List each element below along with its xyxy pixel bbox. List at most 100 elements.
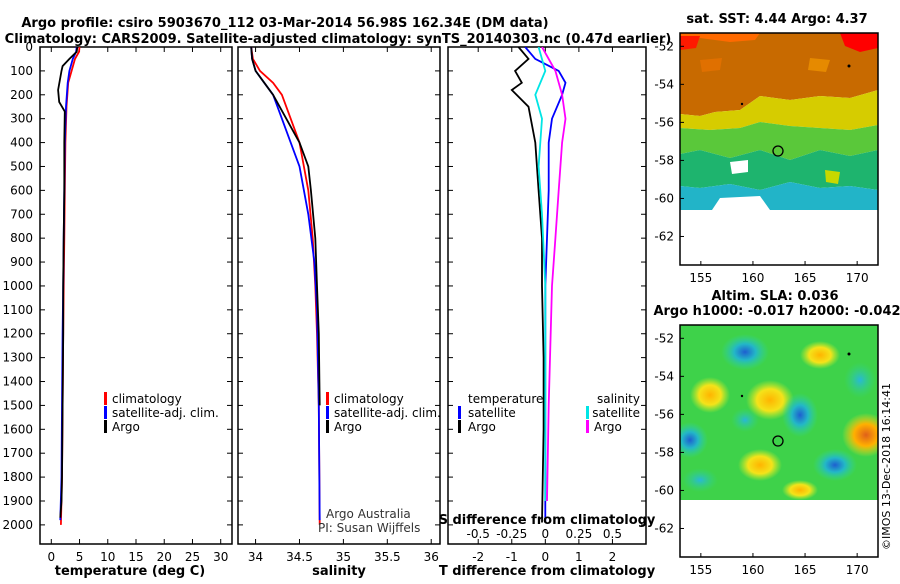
- legend-swatch-satellite: [104, 406, 107, 419]
- salinity-x-ticks: 34 34.5 35 35.5 36: [248, 47, 439, 564]
- legend-satellite: satellite-adj. clim.: [112, 406, 219, 420]
- sla-eddy: [782, 393, 818, 437]
- temperature-x-ticks: 0 5 10 15 20 25 30: [47, 47, 228, 564]
- map-lon-label: 165: [794, 563, 817, 577]
- difference-panel: -2 -1 0 1 2 temperature satellite Argo salin…: [439, 46, 656, 579]
- temperature-panel: 0100200300400500600700800900100011001200…: [2, 40, 646, 579]
- salinity-profiles: [250, 47, 321, 525]
- depth-tick-label: 1600: [2, 422, 33, 436]
- temperature-legend: climatology satellite-adj. clim. Argo: [104, 392, 219, 434]
- legend-s-satellite: satellite: [592, 406, 640, 420]
- sst-argo-marker: [772, 145, 784, 157]
- map-lat-label: -60: [654, 191, 674, 205]
- x-tick-label: 2: [609, 550, 617, 564]
- depth-tick-label: 800: [10, 231, 33, 245]
- s-difference-label: S difference from climatology: [439, 513, 656, 528]
- depth-tick-label: 1700: [2, 446, 33, 460]
- legend-argo: Argo: [112, 420, 140, 434]
- x-tick-label: 20: [157, 550, 172, 564]
- map-lon-label: 160: [741, 563, 764, 577]
- map-lat-label: -62: [654, 229, 674, 243]
- map-lat-label: -54: [654, 77, 674, 91]
- depth-tick-label: 0: [25, 40, 33, 54]
- x-tick-label: 0: [47, 550, 55, 564]
- sla-eddy: [721, 334, 769, 370]
- sla-eddy: [800, 341, 840, 369]
- legend-swatch-climatology: [104, 392, 107, 405]
- legend-swatch-t-satellite: [458, 406, 461, 419]
- profile-line-argo: [57, 47, 79, 518]
- sla-eddy: [782, 480, 818, 500]
- depth-tick-label: 600: [10, 183, 33, 197]
- map-lat-label: -58: [654, 153, 674, 167]
- legend-temperature-title: temperature: [468, 392, 543, 406]
- x-tick-label: -2: [472, 550, 484, 564]
- map-lat-label: -52: [654, 331, 674, 345]
- figure-title-line2: Climatology: CARS2009. Satellite-adjuste…: [5, 32, 672, 47]
- map-lon-label: 170: [846, 563, 869, 577]
- sla-eddy: [680, 422, 708, 458]
- legend-salinity-title: salinity: [597, 392, 640, 406]
- map-lon-label: 155: [689, 563, 712, 577]
- legend-argo: Argo: [334, 420, 362, 434]
- sla-map-title: Altim. SLA: 0.036: [712, 289, 839, 304]
- sst-patch: [825, 170, 840, 184]
- sst-warm-band: [680, 33, 878, 116]
- sst-hot-patch: [680, 36, 700, 50]
- x-tick-label: 1: [575, 550, 583, 564]
- x-tick-label: -1: [506, 550, 518, 564]
- profile-line-satellite: [534, 47, 547, 501]
- depth-tick-label: 1800: [2, 470, 33, 484]
- salinity-axes-frame: [237, 46, 441, 545]
- legend-swatch-argo: [326, 420, 329, 433]
- map-lon-label: 160: [741, 271, 764, 285]
- institution-note: Argo Australia: [326, 507, 411, 521]
- s-diff-tick-label: 0.5: [603, 527, 622, 541]
- legend-climatology: climatology: [112, 392, 182, 406]
- legend-swatch-t-argo: [458, 420, 461, 433]
- sla-eddy: [682, 468, 718, 492]
- legend-swatch-s-argo: [586, 420, 589, 433]
- figure-title-line1: Argo profile: csiro 5903670_112 03-Mar-2…: [21, 16, 548, 31]
- depth-tick-label: 1500: [2, 398, 33, 412]
- depth-tick-label: 1300: [2, 351, 33, 365]
- salinity-xlabel: salinity: [312, 564, 366, 579]
- x-tick-label: 34: [248, 550, 263, 564]
- sst-gap: [712, 196, 770, 210]
- s-diff-tick-label: 0.25: [566, 527, 593, 541]
- sla-map-panel: Altim. SLA: 0.036 Argo h1000: -0.017 h20…: [653, 289, 900, 577]
- map-lat-label: -54: [654, 369, 674, 383]
- map-lon-label: 165: [794, 271, 817, 285]
- profile-line-argo: [250, 47, 321, 406]
- x-tick-label: 35.5: [374, 550, 401, 564]
- x-tick-label: 10: [100, 550, 115, 564]
- depth-tick-label: 200: [10, 88, 33, 102]
- sst-map-panel: sat. SST: 4.44 Argo: 4.37 155 160 165 170 -5…: [654, 12, 879, 285]
- depth-tick-label: 1200: [2, 327, 33, 341]
- x-tick-label: 36: [424, 550, 439, 564]
- x-tick-label: 0: [542, 550, 550, 564]
- sst-patch: [808, 58, 830, 72]
- sla-eddy: [844, 362, 876, 398]
- t-difference-label: T difference from climatology: [439, 564, 656, 579]
- sst-hot-patch: [840, 33, 878, 52]
- depth-tick-label: 1900: [2, 494, 33, 508]
- temperature-xlabel: temperature (deg C): [55, 564, 205, 579]
- sst-map-ticks: 155 160 165 170 -52 -54 -56 -58 -60 -62: [654, 39, 868, 285]
- sla-eddy: [813, 449, 857, 481]
- s-difference-ticks: -0.5 -0.25 0 0.25 0.5: [466, 527, 621, 541]
- depth-tick-label: 900: [10, 255, 33, 269]
- sst-patch: [700, 58, 722, 72]
- map-lon-label: 170: [846, 271, 869, 285]
- sla-map-subtitle: Argo h1000: -0.017 h2000: -0.042: [653, 304, 900, 319]
- difference-profiles: [510, 47, 567, 523]
- s-diff-tick-label: -0.25: [496, 527, 527, 541]
- legend-swatch-satellite: [326, 406, 329, 419]
- sla-argo-marker: [772, 435, 784, 447]
- depth-tick-label: 300: [10, 112, 33, 126]
- sst-dot: [740, 102, 744, 106]
- sla-eddy: [746, 380, 794, 420]
- salinity-panel: 34 34.5 35 35.5 36 climatology satellite-adj…: [237, 46, 441, 579]
